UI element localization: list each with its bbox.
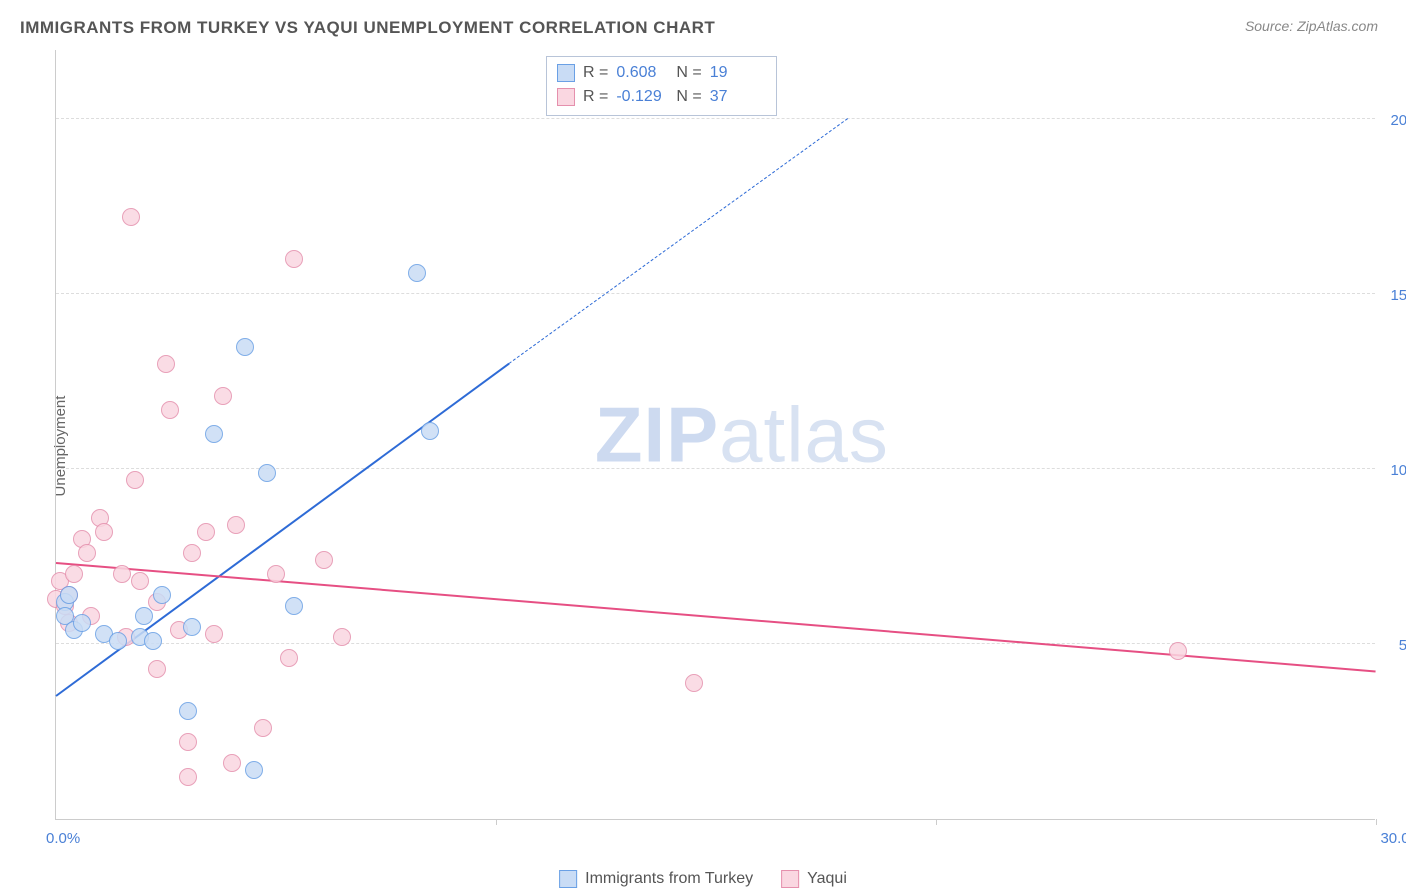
marker-series1 <box>421 422 439 440</box>
chart-title: IMMIGRANTS FROM TURKEY VS YAQUI UNEMPLOY… <box>20 18 715 38</box>
marker-series2 <box>1169 642 1187 660</box>
x-tick <box>1376 819 1377 825</box>
marker-series1 <box>285 597 303 615</box>
gridline-h <box>56 293 1375 294</box>
n-value-1: 19 <box>710 61 762 85</box>
n-label-2: N = <box>676 85 701 109</box>
marker-series2 <box>148 660 166 678</box>
marker-series2 <box>161 401 179 419</box>
legend-item-1: Immigrants from Turkey <box>559 870 753 888</box>
marker-series2 <box>179 768 197 786</box>
n-value-2: 37 <box>710 85 762 109</box>
trendline <box>509 118 848 364</box>
marker-series1 <box>183 618 201 636</box>
y-tick-label: 20.0% <box>1383 112 1406 129</box>
marker-series1 <box>73 614 91 632</box>
watermark-zip: ZIP <box>595 390 719 478</box>
marker-series2 <box>227 516 245 534</box>
marker-series1 <box>205 425 223 443</box>
source-text: Source: ZipAtlas.com <box>1245 18 1378 34</box>
marker-series2 <box>333 628 351 646</box>
x-tick <box>936 819 937 825</box>
x-tick <box>496 819 497 825</box>
marker-series2 <box>205 625 223 643</box>
gridline-h <box>56 118 1375 119</box>
marker-series2 <box>78 544 96 562</box>
plot-area: ZIPatlas R = 0.608 N = 19 R = -0.129 N =… <box>55 50 1375 820</box>
r-value-2: -0.129 <box>616 85 668 109</box>
legend-label-2: Yaqui <box>807 870 847 888</box>
marker-series2 <box>254 719 272 737</box>
legend-item-2: Yaqui <box>781 870 847 888</box>
marker-series1 <box>153 586 171 604</box>
y-tick-label: 5.0% <box>1383 637 1406 654</box>
marker-series1 <box>144 632 162 650</box>
marker-series2 <box>223 754 241 772</box>
marker-series2 <box>157 355 175 373</box>
legend-swatch-2 <box>781 870 799 888</box>
x-tick-label-right: 30.0% <box>1380 830 1406 847</box>
gridline-h <box>56 468 1375 469</box>
marker-series1 <box>179 702 197 720</box>
marker-series1 <box>135 607 153 625</box>
marker-series1 <box>109 632 127 650</box>
marker-series2 <box>267 565 285 583</box>
stats-row-2: R = -0.129 N = 37 <box>557 85 762 109</box>
marker-series2 <box>214 387 232 405</box>
marker-series1 <box>408 264 426 282</box>
marker-series2 <box>685 674 703 692</box>
watermark-atlas: atlas <box>719 390 889 478</box>
marker-series2 <box>126 471 144 489</box>
r-value-1: 0.608 <box>616 61 668 85</box>
marker-series2 <box>95 523 113 541</box>
marker-series2 <box>131 572 149 590</box>
marker-series2 <box>280 649 298 667</box>
swatch-series2 <box>557 88 575 106</box>
watermark: ZIPatlas <box>595 389 889 480</box>
r-label-1: R = <box>583 61 608 85</box>
marker-series1 <box>236 338 254 356</box>
marker-series2 <box>315 551 333 569</box>
marker-series1 <box>60 586 78 604</box>
stats-box: R = 0.608 N = 19 R = -0.129 N = 37 <box>546 56 777 116</box>
x-tick-label-left: 0.0% <box>46 830 80 847</box>
marker-series2 <box>113 565 131 583</box>
swatch-series1 <box>557 64 575 82</box>
legend-label-1: Immigrants from Turkey <box>585 870 753 888</box>
n-label-1: N = <box>676 61 701 85</box>
y-tick-label: 10.0% <box>1383 462 1406 479</box>
marker-series2 <box>285 250 303 268</box>
marker-series2 <box>197 523 215 541</box>
marker-series1 <box>245 761 263 779</box>
r-label-2: R = <box>583 85 608 109</box>
legend-swatch-1 <box>559 870 577 888</box>
y-tick-label: 15.0% <box>1383 287 1406 304</box>
marker-series2 <box>183 544 201 562</box>
marker-series2 <box>179 733 197 751</box>
bottom-legend: Immigrants from Turkey Yaqui <box>559 870 847 888</box>
marker-series1 <box>258 464 276 482</box>
stats-row-1: R = 0.608 N = 19 <box>557 61 762 85</box>
marker-series2 <box>65 565 83 583</box>
marker-series2 <box>122 208 140 226</box>
